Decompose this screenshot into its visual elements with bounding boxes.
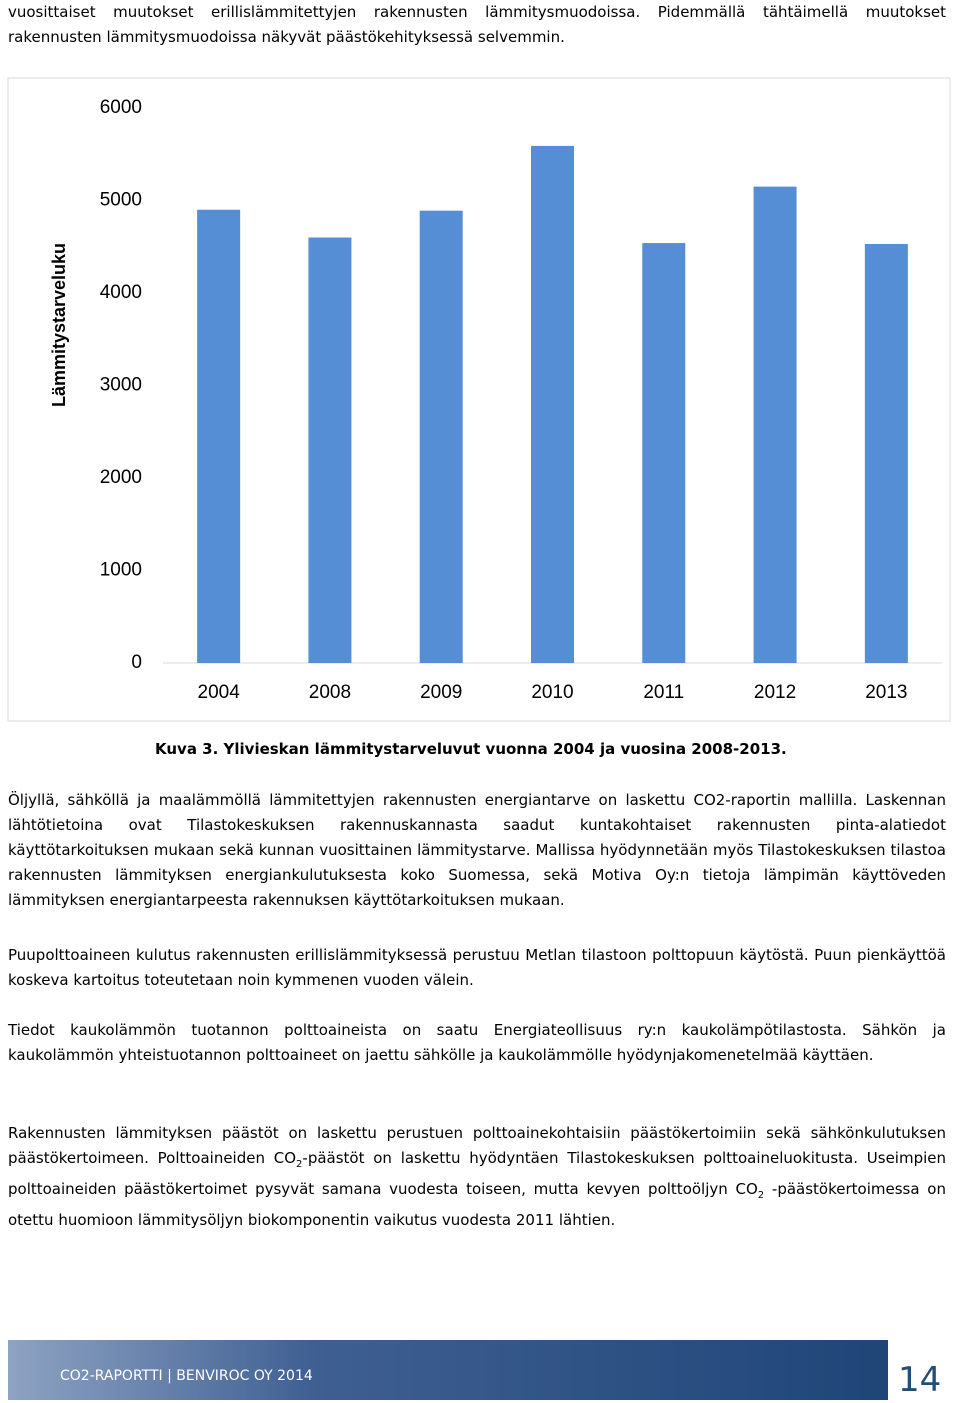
text: -päästöt on laskettu hyödyntäen Tilastok… [8,1149,947,1198]
subscript: 2 [757,1190,765,1201]
figure-caption: Kuva 3. Ylivieskan lämmitystarveluvut vu… [155,740,787,758]
x-tick-label: 2012 [754,682,796,703]
text: Puupolttoaineen kulutus rakennusten eril… [8,946,946,989]
y-tick-label: 4000 [100,282,142,303]
subscript: 2 [296,1159,303,1170]
y-axis-label: Lämmitystarveluku [49,243,69,407]
intro-paragraph: vuosittaiset muutokset erillislämmitetty… [8,3,946,46]
chart-frame [7,77,951,722]
paragraph: Öljyllä, sähköllä ja maalämmöllä lämmite… [8,788,946,913]
page-number: 14 [898,1360,942,1400]
text: Rakennusten lämmityksen päästöt on laske… [8,1124,946,1167]
y-tick-label: 1000 [100,560,142,581]
text: Tiedot kaukolämmön tuotannon polttoainei… [8,1021,946,1064]
text: -päästökertoimessa on otettu huomioon lä… [8,1180,946,1229]
bar [864,243,908,663]
paragraph: Tiedot kaukolämmön tuotannon polttoainei… [8,1018,946,1068]
x-tick-label: 2011 [643,682,684,703]
bar [531,145,574,664]
y-tick-label: 6000 [100,97,142,118]
bar [197,209,241,663]
x-tick-label: 2004 [198,682,241,703]
paragraph: Puupolttoaineen kulutus rakennusten eril… [8,943,946,993]
x-tick-label: 2008 [309,682,351,703]
x-tick-label: 2009 [420,682,462,703]
bar [308,237,352,663]
y-tick-label: 5000 [100,190,142,211]
y-tick-label: 0 [131,652,142,673]
bar [419,210,463,664]
footer-text: CO2-RAPORTTI | BENVIROC OY 2014 [60,1368,313,1384]
text: Öljyllä, sähköllä ja maalämmöllä lämmite… [8,791,946,909]
y-tick-label: 2000 [100,467,142,488]
x-tick-label: 2013 [865,682,907,703]
y-tick-label: 3000 [100,375,142,396]
x-tick-label: 2010 [531,682,573,703]
bar [642,243,686,664]
footer-band: CO2-RAPORTTI | BENVIROC OY 2014 [8,1340,888,1400]
bar [753,186,797,663]
paragraph: Rakennusten lämmityksen päästöt on laske… [8,1121,946,1233]
chart: Lämmitystarveluku 0 1000 2000 3000 4000 5000 6… [7,77,951,722]
